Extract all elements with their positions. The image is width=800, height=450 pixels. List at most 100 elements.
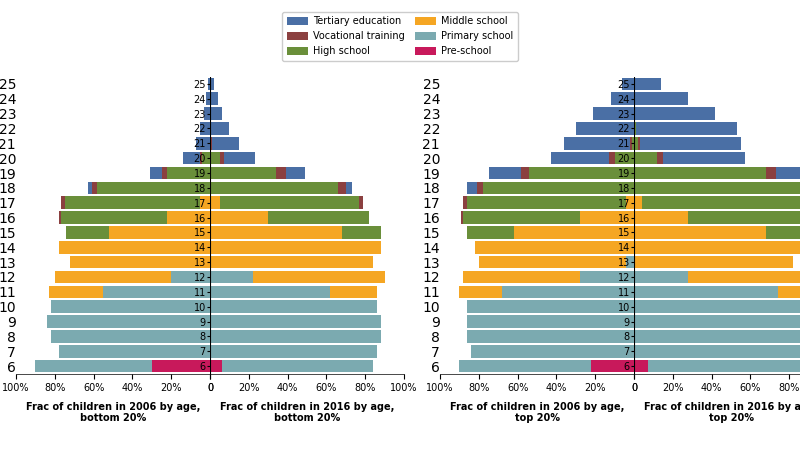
Bar bbox=[35, 360, 152, 373]
X-axis label: Frac of children in 2006 by age,
bottom 20%: Frac of children in 2006 by age, bottom … bbox=[26, 401, 200, 423]
Bar bbox=[634, 122, 636, 135]
Bar bbox=[459, 360, 591, 373]
Bar bbox=[634, 196, 642, 209]
Bar bbox=[210, 152, 220, 165]
Bar bbox=[103, 285, 210, 298]
Bar bbox=[51, 330, 210, 343]
Bar bbox=[210, 315, 381, 328]
Bar bbox=[212, 137, 239, 150]
Bar bbox=[463, 196, 467, 209]
Bar bbox=[210, 330, 381, 343]
Bar bbox=[634, 226, 766, 239]
Bar bbox=[609, 152, 614, 165]
Bar bbox=[479, 256, 626, 269]
Bar bbox=[634, 152, 658, 165]
Bar bbox=[462, 211, 463, 224]
Bar bbox=[463, 211, 580, 224]
Bar bbox=[268, 211, 369, 224]
Bar bbox=[197, 137, 210, 150]
Bar bbox=[626, 196, 634, 209]
Bar bbox=[580, 211, 634, 224]
Bar bbox=[65, 196, 200, 209]
Bar bbox=[459, 285, 502, 298]
Bar bbox=[634, 285, 778, 298]
Bar bbox=[776, 166, 800, 180]
Bar bbox=[88, 181, 92, 194]
Bar bbox=[51, 300, 210, 313]
Bar bbox=[206, 92, 210, 105]
Bar bbox=[610, 92, 634, 105]
Bar bbox=[471, 345, 634, 358]
Bar bbox=[210, 77, 214, 90]
Bar bbox=[636, 122, 737, 135]
Bar bbox=[210, 166, 276, 180]
Bar bbox=[210, 285, 330, 298]
Bar bbox=[58, 345, 210, 358]
Bar bbox=[162, 166, 167, 180]
Bar bbox=[634, 77, 661, 90]
Bar bbox=[210, 181, 338, 194]
Bar bbox=[92, 181, 98, 194]
Bar bbox=[222, 360, 373, 373]
Bar bbox=[54, 270, 171, 284]
Bar bbox=[338, 181, 346, 194]
Bar bbox=[634, 92, 688, 105]
Bar bbox=[61, 196, 65, 209]
Bar bbox=[467, 330, 634, 343]
Bar bbox=[638, 137, 640, 150]
Bar bbox=[634, 270, 688, 284]
Bar bbox=[276, 166, 286, 180]
Bar bbox=[98, 181, 210, 194]
Bar bbox=[614, 152, 634, 165]
Bar bbox=[634, 300, 800, 313]
Bar bbox=[632, 137, 634, 150]
Bar bbox=[663, 152, 745, 165]
Bar bbox=[183, 152, 200, 165]
Legend: Tertiary education, Vocational training, High school, Middle school, Primary sch: Tertiary education, Vocational training,… bbox=[282, 12, 518, 61]
Bar bbox=[482, 181, 634, 194]
Bar bbox=[171, 270, 210, 284]
Bar bbox=[514, 226, 634, 239]
Bar bbox=[49, 285, 103, 298]
Bar bbox=[634, 315, 800, 328]
Bar bbox=[475, 241, 634, 254]
Bar bbox=[634, 256, 793, 269]
Bar bbox=[522, 166, 530, 180]
Bar bbox=[342, 226, 381, 239]
Bar bbox=[210, 196, 220, 209]
Bar bbox=[778, 285, 800, 298]
Bar bbox=[210, 92, 218, 105]
Bar bbox=[688, 211, 800, 224]
Bar bbox=[109, 226, 210, 239]
Bar bbox=[61, 211, 167, 224]
Bar bbox=[467, 181, 477, 194]
Bar bbox=[530, 166, 634, 180]
Bar bbox=[210, 137, 212, 150]
Bar bbox=[622, 77, 634, 90]
Bar bbox=[489, 166, 522, 180]
Bar bbox=[210, 360, 222, 373]
Bar bbox=[580, 270, 634, 284]
Bar bbox=[502, 285, 634, 298]
Bar bbox=[210, 226, 342, 239]
Bar bbox=[210, 270, 253, 284]
Bar bbox=[594, 107, 634, 120]
Bar bbox=[467, 226, 514, 239]
Bar bbox=[152, 360, 210, 373]
Bar bbox=[640, 137, 741, 150]
Bar bbox=[70, 256, 210, 269]
Bar bbox=[202, 152, 210, 165]
Bar bbox=[766, 226, 800, 239]
Bar bbox=[634, 360, 647, 373]
Bar bbox=[647, 360, 800, 373]
Bar bbox=[208, 77, 210, 90]
Bar bbox=[467, 300, 634, 313]
Bar bbox=[359, 196, 363, 209]
Bar bbox=[634, 166, 766, 180]
Bar bbox=[66, 226, 109, 239]
Bar bbox=[658, 152, 663, 165]
Bar bbox=[564, 137, 630, 150]
Bar bbox=[477, 181, 482, 194]
Bar bbox=[58, 241, 210, 254]
Bar bbox=[634, 107, 715, 120]
